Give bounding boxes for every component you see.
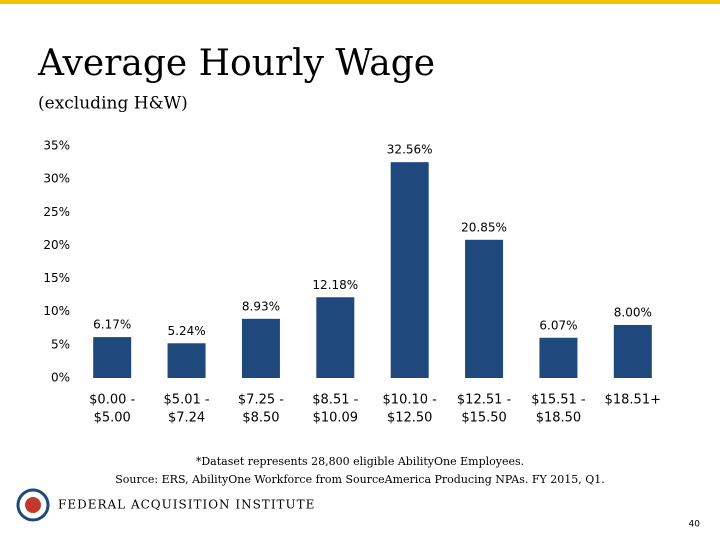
bar [167,343,206,378]
logo [16,488,50,522]
x-tick-label: $5.00 [94,411,131,426]
y-tick-label: 20% [43,238,70,252]
x-tick-label: $8.50 [242,411,279,426]
x-tick-label: $10.10 - [383,393,438,408]
value-label: 6.17% [93,318,131,332]
y-tick-label: 15% [43,271,70,285]
bar [316,297,355,378]
top-border [0,0,720,4]
x-tick-label: $12.51 - [457,393,512,408]
value-label: 12.18% [312,278,358,292]
bar [390,162,429,378]
value-label: 32.56% [387,143,433,157]
y-tick-label: 10% [43,304,70,318]
x-tick-label: $8.51 - [312,393,358,408]
y-tick-label: 5% [51,337,70,351]
x-tick-label: $10.09 [313,411,359,426]
note: Source: ERS, AbilityOne Workforce from S… [115,473,604,486]
x-tick-label: $15.50 [461,411,507,426]
x-tick-label: $18.51+ [605,393,661,408]
x-tick-label: $15.51 - [531,393,586,408]
x-tick-label: $18.50 [536,411,582,426]
x-tick-label: $5.01 - [164,393,210,408]
page-number: 40 [689,520,701,530]
value-label: 8.00% [614,305,652,319]
x-tick-label: $12.50 [387,411,433,426]
y-tick-label: 25% [43,205,70,219]
value-label: 5.24% [168,324,206,338]
bar [93,337,132,378]
bar [465,239,504,378]
y-tick-label: 35% [43,139,70,153]
value-label: 6.07% [539,318,577,332]
bar [539,337,578,378]
x-tick-label: $0.00 - [89,393,135,408]
y-tick-label: 0% [51,371,70,385]
bar [613,324,652,378]
y-tick-label: 30% [43,172,70,186]
bar [241,318,280,378]
footer-organization: FEDERAL ACQUISITION INSTITUTE [58,498,315,512]
x-tick-label: $7.24 [168,411,205,426]
slide-subtitle: (excluding H&W) [38,94,188,114]
value-label: 20.85% [461,220,507,234]
value-label: 8.93% [242,299,280,313]
note: *Dataset represents 28,800 eligible Abil… [196,455,524,468]
x-tick-label: $7.25 - [238,393,284,408]
slide-title: Average Hourly Wage [37,43,435,84]
